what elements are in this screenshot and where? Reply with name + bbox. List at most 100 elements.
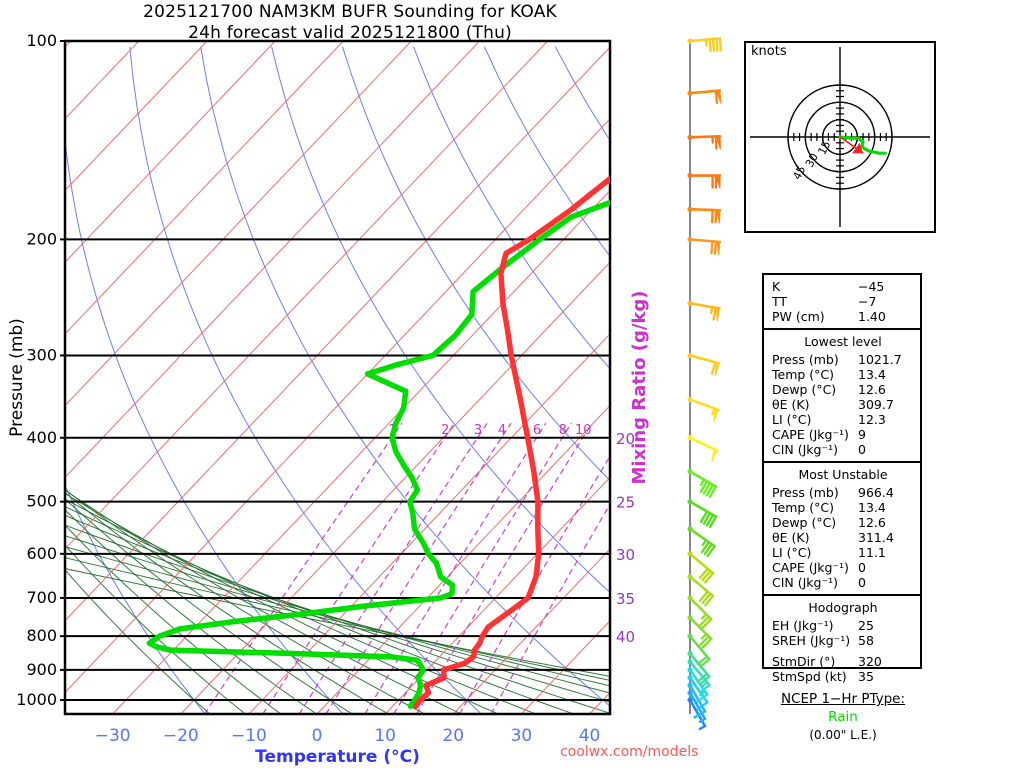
temperature-tick-label: −10 (231, 726, 267, 746)
pressure-tick-label: 500 (26, 492, 57, 511)
lowest-level-rows: Press (mb) 1021.7 Temp (°C) 13.4 Dewp (°C) 12… (772, 352, 914, 457)
stat-row: CIN (Jkg⁻¹) 0 (772, 575, 914, 590)
wind-barb (687, 236, 722, 256)
stat-value: −45 (858, 279, 885, 294)
wind-barb (687, 574, 715, 607)
temperature-tick-label: 40 (579, 726, 601, 746)
stat-row: SREH (Jkg⁻¹) 58 (772, 633, 914, 648)
stat-row: Temp (°C) 13.4 (772, 500, 914, 515)
section-heading: Most Unstable (798, 467, 888, 482)
chart-title-line2: 24h forecast valid 2025121800 (Thu) (188, 23, 512, 43)
mixing-ratio-labels: 1 2 3 4 6 8 10 (388, 423, 591, 438)
stat-label: Dewp (°C) (772, 515, 837, 530)
pressure-tick-label: 700 (26, 588, 57, 607)
chart-title-line1: 2025121700 NAM3KM BUFR Sounding for KOAK (143, 2, 557, 22)
ptype-value: Rain (828, 709, 858, 725)
temperature-tick-label: −20 (163, 726, 199, 746)
temperature-tick-label: 10 (374, 726, 396, 746)
most-unstable-section: Most Unstable Press (mb) 966.4 Temp (°C) 13… (764, 463, 920, 596)
stat-value: 311.4 (858, 530, 894, 545)
isotherm-lines (65, 41, 610, 714)
wind-barb (687, 615, 713, 649)
stat-value: 9 (858, 427, 866, 442)
wind-barb (687, 690, 707, 723)
section-heading: Hodograph (808, 600, 878, 615)
pressure-tick-label: 1000 (16, 690, 57, 709)
stat-value: 309.7 (858, 397, 894, 412)
stat-label: PW (cm) (772, 309, 825, 324)
stat-label: CAPE (Jkg⁻¹) (772, 560, 849, 575)
stat-label: Press (mb) (772, 485, 839, 500)
stat-label: LI (°C) (772, 412, 812, 427)
right-scale-labels: 20 25 30 35 40 (616, 430, 635, 646)
stat-row: Dewp (°C) 12.6 (772, 515, 914, 530)
wind-barb (687, 89, 722, 105)
wind-barb (687, 697, 707, 731)
stat-row: θE (K) 311.4 (772, 530, 914, 545)
stat-value: 25 (858, 618, 874, 633)
stat-label: K (772, 279, 781, 294)
right-scale-label: 25 (616, 494, 635, 512)
stat-value: 58 (858, 633, 874, 648)
stat-row: CAPE (Jkg⁻¹) 0 (772, 560, 914, 575)
mixing-ratio-tick-label: 8 (559, 423, 567, 438)
stat-label: StmDir (°) (772, 654, 836, 669)
hodograph-panel: 15 30 45 knots (744, 41, 936, 233)
wind-barb (687, 659, 711, 694)
wind-barb (687, 499, 718, 529)
temperature-line (413, 175, 610, 709)
wind-barb (687, 37, 723, 53)
mixing-ratio-tick-label: 6 (533, 423, 541, 438)
temperature-tick-label: 20 (442, 726, 464, 746)
stat-value: 0 (858, 560, 866, 575)
pressure-tick-label: 200 (26, 229, 57, 248)
temperature-axis-labels: −30 −20 −10 0 10 20 30 40 (95, 726, 601, 746)
stat-label: CIN (Jkg⁻¹) (772, 442, 838, 457)
stat-value: 1021.7 (858, 352, 902, 367)
mixing-ratio-tick-label: 10 (575, 423, 592, 438)
stat-value: 13.4 (858, 500, 886, 515)
wind-barb (687, 650, 711, 686)
stat-value: 13.4 (858, 367, 886, 382)
temperature-axis-title: Temperature (°C) (255, 747, 420, 767)
stat-label: EH (Jkg⁻¹) (772, 618, 834, 633)
wind-barb (687, 468, 718, 499)
stat-row: PW (cm) 1.40 (772, 309, 914, 324)
stat-row: CIN (Jkg⁻¹) 0 (772, 442, 914, 457)
stat-value: 35 (858, 669, 874, 684)
stat-label: Press (mb) (772, 352, 839, 367)
wind-barb-column (687, 37, 723, 731)
hodograph-units-label: knots (751, 44, 787, 59)
stat-row: EH (Jkg⁻¹) 25 (772, 618, 914, 633)
stat-label: Temp (°C) (772, 500, 835, 515)
wind-barb (687, 633, 711, 669)
stat-label: Dewp (°C) (772, 382, 837, 397)
temperature-profile-curve (413, 175, 610, 709)
pressure-axis-title: Pressure (mb) (7, 318, 27, 437)
wind-barb (687, 352, 721, 376)
mixing-ratio-tick-label: 3 (474, 423, 482, 438)
stat-row: StmDir (°) 320 (772, 654, 914, 669)
stat-row: TT −7 (772, 294, 914, 309)
section-heading: Lowest level (804, 334, 882, 349)
stat-label: CIN (Jkg⁻¹) (772, 575, 838, 590)
stat-label: StmSpd (kt) (772, 669, 847, 684)
chart-title-block: 2025121700 NAM3KM BUFR Sounding for KOAK… (0, 0, 700, 43)
coolwx-watermark: coolwx.com/models (560, 744, 699, 760)
pressure-tick-label: 800 (26, 626, 57, 645)
pressure-tick-label: 900 (26, 660, 57, 679)
temperature-tick-label: −30 (95, 726, 131, 746)
pressure-tick-label: 300 (26, 345, 57, 364)
stat-row: LI (°C) 12.3 (772, 412, 914, 427)
pressure-tick-label: 400 (26, 428, 57, 447)
hodograph-stats-section: Hodograph EH (Jkg⁻¹) 25 SREH (Jkg⁻¹) 58 StmD… (764, 596, 920, 688)
stat-row: Dewp (°C) 12.6 (772, 382, 914, 397)
right-scale-label: 40 (616, 628, 635, 646)
wind-barb (687, 526, 716, 558)
stat-label: θE (K) (772, 397, 810, 412)
wind-barb (687, 435, 719, 463)
stat-label: θE (K) (772, 530, 810, 545)
sounding-stats-panel: K −45 TT −7 PW (cm) 1.40 Lowest level Pr… (762, 273, 922, 684)
